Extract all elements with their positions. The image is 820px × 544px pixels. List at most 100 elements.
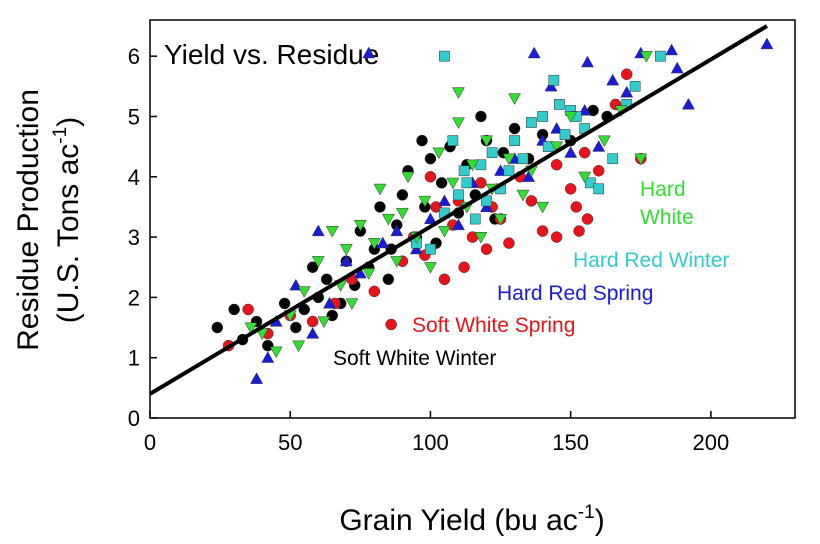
- point: [311, 256, 325, 268]
- point: [376, 236, 390, 249]
- point: [578, 171, 592, 184]
- point: [481, 195, 492, 207]
- point: [362, 46, 376, 59]
- point: [593, 183, 605, 195]
- point: [395, 207, 409, 220]
- point: [438, 194, 451, 206]
- point: [475, 159, 487, 171]
- point: [424, 152, 437, 165]
- point: [435, 177, 448, 189]
- legend-label: Hard White Spring: [640, 178, 701, 236]
- point: [373, 183, 387, 196]
- point: [261, 351, 275, 363]
- point: [578, 146, 591, 159]
- point: [503, 165, 515, 177]
- x-tick-label: 150: [552, 430, 589, 455]
- point: [453, 189, 464, 201]
- point: [536, 225, 549, 237]
- x-axis-label-close: ): [595, 504, 605, 537]
- point: [458, 165, 470, 177]
- point: [629, 80, 641, 92]
- point: [425, 243, 436, 255]
- point: [760, 37, 774, 50]
- point: [554, 99, 565, 110]
- point: [242, 303, 254, 316]
- point: [381, 213, 395, 226]
- point: [424, 171, 437, 183]
- point: [211, 321, 224, 334]
- point: [339, 254, 353, 267]
- point: [297, 286, 311, 298]
- y-axis-label-line2: (U.S. Tons ac-1): [50, 117, 85, 323]
- point: [228, 303, 240, 316]
- point: [494, 213, 507, 226]
- point: [550, 231, 563, 243]
- point: [665, 43, 679, 56]
- trend-line: [148, 24, 768, 396]
- point: [452, 117, 465, 130]
- point: [269, 346, 283, 359]
- point: [458, 261, 470, 273]
- point: [592, 140, 606, 152]
- point: [438, 226, 451, 238]
- point: [447, 135, 459, 146]
- point: [655, 50, 666, 62]
- point: [466, 159, 479, 172]
- point: [345, 298, 359, 310]
- point: [306, 315, 319, 328]
- point: [550, 122, 564, 134]
- x-tick-label: 50: [278, 430, 302, 455]
- y-tick-label: 1: [128, 346, 140, 371]
- point: [620, 85, 634, 98]
- point: [606, 73, 620, 86]
- point: [486, 147, 498, 159]
- point: [461, 177, 473, 189]
- point: [480, 243, 493, 255]
- point: [317, 316, 331, 329]
- y-axis-label: Residue Production (U.S. Tons ac-1): [12, 89, 85, 351]
- x-tick-label: 100: [412, 430, 449, 455]
- point: [424, 212, 437, 225]
- point: [634, 153, 648, 166]
- x-tick-label: 0: [144, 430, 156, 455]
- point: [581, 213, 594, 225]
- y-tick-label: 5: [128, 104, 140, 129]
- point: [525, 195, 538, 207]
- point: [639, 51, 653, 63]
- point: [416, 134, 428, 147]
- point: [581, 55, 594, 68]
- point: [527, 46, 541, 59]
- point: [509, 135, 520, 146]
- point: [368, 285, 381, 298]
- point: [469, 213, 481, 225]
- point: [508, 93, 521, 105]
- point: [526, 117, 537, 128]
- y-tick-label: 0: [128, 406, 140, 431]
- point: [516, 189, 530, 202]
- point: [353, 219, 367, 232]
- point: [362, 268, 376, 280]
- legend-label: Soft White Spring: [412, 314, 575, 337]
- point: [326, 309, 339, 322]
- point: [559, 129, 571, 140]
- point: [323, 296, 336, 309]
- point: [438, 273, 451, 286]
- legend-label: Hard Red Spring: [497, 282, 653, 305]
- y-axis-label-text: (U.S. Tons ac: [52, 144, 85, 324]
- point: [385, 318, 397, 331]
- x-axis-label: Grain Yield (bu ac-1): [339, 502, 604, 537]
- series: [411, 50, 666, 255]
- point: [570, 201, 583, 213]
- point: [439, 50, 450, 62]
- point: [592, 165, 605, 177]
- point: [374, 201, 386, 213]
- point: [430, 201, 442, 213]
- x-tick-label: 200: [693, 430, 730, 455]
- y-tick-label: 2: [128, 285, 140, 310]
- point: [573, 225, 585, 237]
- y-tick-label: 3: [128, 225, 140, 250]
- point: [432, 147, 446, 160]
- point: [682, 97, 695, 110]
- point: [550, 158, 563, 171]
